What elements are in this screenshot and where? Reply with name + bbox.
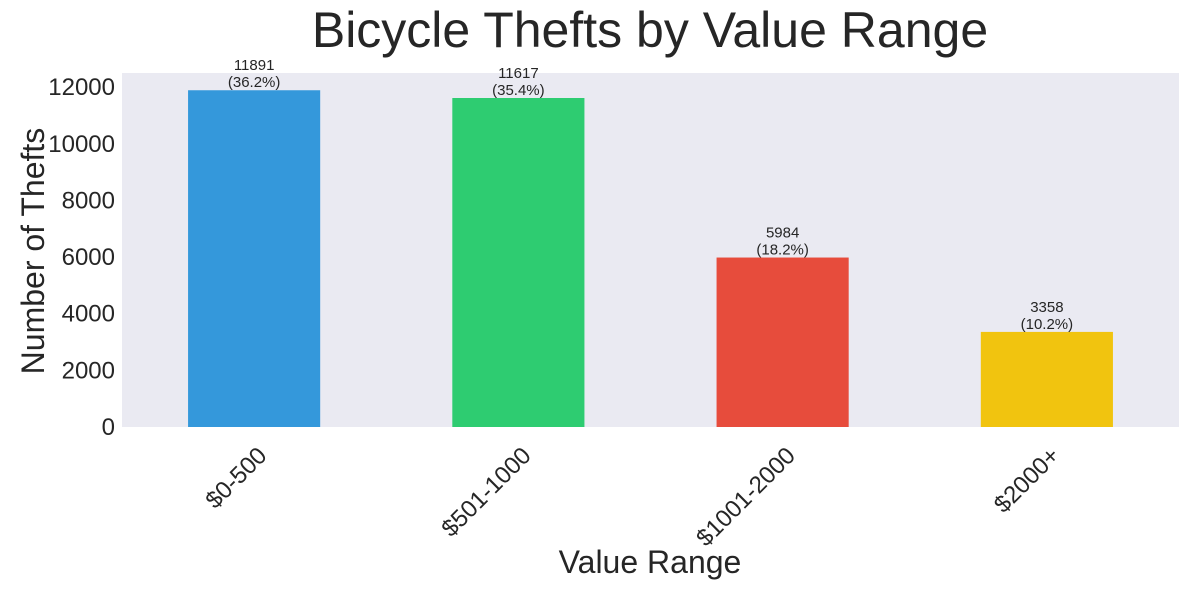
bars-group <box>188 90 1113 427</box>
bar-3 <box>716 257 849 427</box>
y-tick-label: 8000 <box>62 187 115 214</box>
y-tick-label: 4000 <box>62 301 115 328</box>
x-tick-label: $1001-2000 <box>691 442 801 552</box>
data-labels: 11891(36.2%) 11617(35.4%) 5984(18.2%) 3358(… <box>228 57 1073 333</box>
y-tick-labels: 0 2000 4000 6000 8000 10000 12000 <box>48 74 115 441</box>
data-label: (18.2%) <box>756 242 809 259</box>
data-label: 3358 <box>1030 299 1063 316</box>
y-tick-label: 2000 <box>62 357 115 384</box>
data-label: 11891 <box>234 57 275 74</box>
y-tick-label: 10000 <box>48 131 115 158</box>
y-tick-label: 6000 <box>62 244 115 271</box>
x-tick-label: $0-500 <box>200 442 272 514</box>
y-tick-label: 12000 <box>48 74 115 101</box>
x-tick-label: $501-1000 <box>436 442 536 542</box>
data-label: (35.4%) <box>492 82 545 99</box>
y-tick-label: 0 <box>102 414 115 441</box>
bar-2 <box>452 98 585 427</box>
data-label: (36.2%) <box>228 74 281 91</box>
chart-title: Bicycle Thefts by Value Range <box>312 2 988 58</box>
x-tick-label: $2000+ <box>989 442 1065 518</box>
bar-4 <box>980 331 1113 427</box>
data-label: 5984 <box>766 225 799 242</box>
x-tick-labels: $0-500 $501-1000 $1001-2000 $2000+ <box>200 442 1065 552</box>
data-label: (10.2%) <box>1021 316 1074 333</box>
y-axis-label: Number of Thefts <box>15 128 51 375</box>
x-axis-label: Value Range <box>559 544 742 580</box>
bar-1 <box>188 90 321 427</box>
data-label: 11617 <box>498 65 539 82</box>
